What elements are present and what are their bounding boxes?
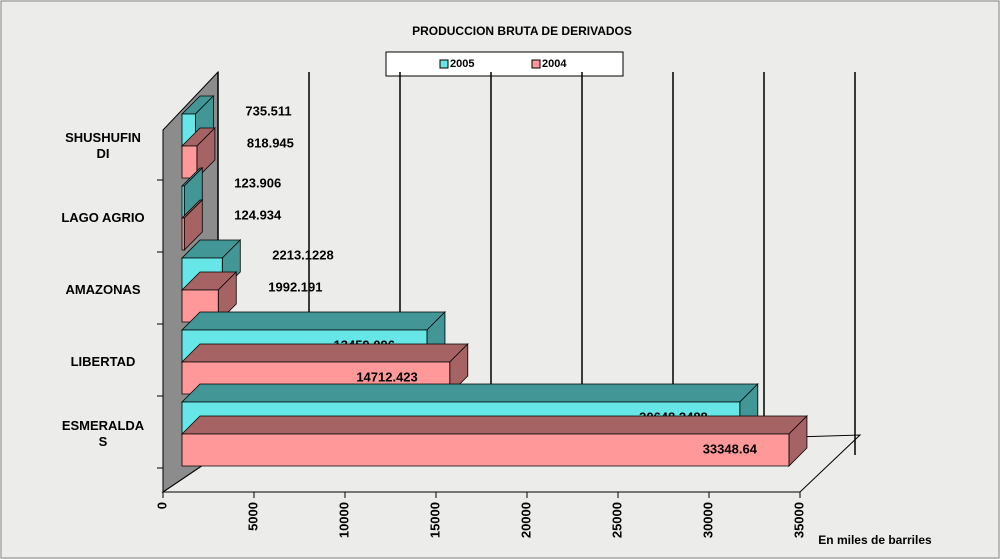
x-tick-label: 0 — [154, 502, 169, 509]
bar-top — [181, 311, 446, 331]
legend — [385, 51, 624, 77]
y-tick-label: ESMERALDA S — [61, 418, 145, 449]
bar-top — [181, 383, 759, 403]
legend-label: 2005 — [450, 58, 474, 70]
data-label: 1992.191 — [268, 279, 322, 294]
x-axis-label: En miles de barriles — [818, 533, 932, 547]
y-tick-label: LAGO AGRIO — [61, 210, 145, 225]
bar — [181, 433, 790, 467]
bar — [181, 185, 185, 219]
y-tick-label: LIBERTAD — [70, 354, 136, 369]
data-label: 14712.423 — [356, 369, 417, 384]
data-label: 124.934 — [234, 207, 282, 222]
bar — [181, 217, 185, 251]
data-label: 2213.1228 — [272, 247, 333, 262]
bar-top — [181, 343, 469, 363]
data-label: 33348.64 — [703, 441, 758, 456]
x-tick-label: 5000 — [245, 502, 260, 531]
y-tick-label: SHUSHUFIN DI — [65, 130, 141, 161]
x-tick-label: 20000 — [518, 502, 533, 538]
data-label: 818.945 — [247, 135, 294, 150]
data-label: 123.906 — [234, 175, 281, 190]
x-tick-label: 35000 — [791, 502, 806, 538]
data-label: 735.511 — [245, 103, 291, 118]
x-tick-label: 30000 — [700, 502, 715, 538]
y-tick-label: AMAZONAS — [65, 282, 141, 297]
bar-top — [181, 415, 808, 435]
legend-label: 2004 — [542, 58, 567, 70]
legend-swatch — [531, 59, 541, 69]
x-tick-label: 15000 — [427, 502, 442, 538]
legend-swatch — [439, 59, 449, 69]
x-tick-label: 25000 — [609, 502, 624, 538]
chart-title: PRODUCCION BRUTA DE DERIVADOS — [412, 24, 632, 38]
floor — [161, 434, 862, 493]
x-tick-label: 10000 — [336, 502, 351, 538]
